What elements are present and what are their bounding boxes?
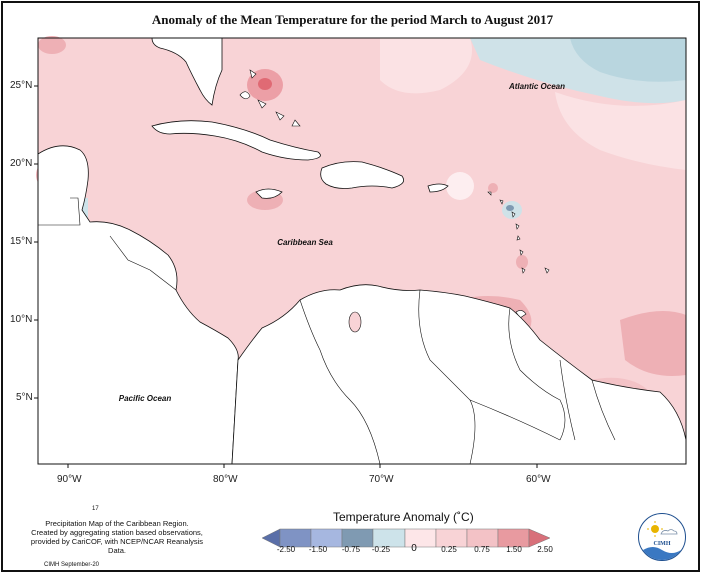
legend-tick-label: 0.25 [441,545,457,554]
legend-colorbar [261,528,551,548]
lat-label-25n: 25°N [10,80,33,91]
warm-anomaly-spot [516,255,528,269]
lon-ticks [67,464,538,468]
atlantic-ocean-label: Atlantic Ocean [508,82,565,91]
light-anomaly-area [446,172,474,200]
light-anomaly-area [380,38,472,94]
light-anomaly-area [555,92,686,170]
sun-icon [651,525,659,533]
cool-anomaly-core [506,205,514,211]
cloud-icon [660,529,678,535]
legend-swatch [404,528,437,548]
land-florida [151,37,223,106]
lat-label-10n: 10°N [10,314,33,325]
pacific-ocean-label: Pacific Ocean [119,394,172,403]
legend-tick-label: 0 [411,543,417,554]
land-puerto-rico [427,183,449,193]
credit-text: CIMH September-20 [44,562,100,568]
legend-tick-label: 1.50 [506,545,522,554]
cool-anomaly-core [570,38,686,82]
legend-tick-label: -2.50 [276,545,296,554]
cimh-logo-graphic [643,521,681,560]
legend-tick-label: -1.50 [308,545,328,554]
lon-label-60w: 60°W [526,474,551,485]
note-line: Precipitation Map of the Caribbean Regio… [45,519,189,528]
note-line: Created by aggregating station based obs… [31,528,203,537]
land-cuba [151,120,321,161]
lat-ticks [34,85,38,399]
land-hispaniola [320,161,405,189]
legend-tick-label: 2.50 [537,545,553,554]
caribbean-sea-label: Caribbean Sea [277,238,333,247]
land-jamaica [255,188,283,199]
lat-label-15n: 15°N [10,236,33,247]
lake-maracaibo [348,311,362,333]
land-bahamas [239,69,301,127]
land-central-america [37,145,239,465]
legend-swatch [528,528,551,548]
wave-icon [643,547,681,560]
logo-text: CIMH [653,541,671,547]
page-number: 17 [92,506,99,512]
map-title: Anomaly of the Mean Temperature for the … [151,12,554,27]
cimh-logo: CIMH [638,513,686,561]
warm-anomaly-core [258,78,272,90]
land-lesser-antilles [487,191,550,319]
lon-label-80w: 80°W [213,474,238,485]
legend-title: Temperature Anomaly (˚C) [333,510,474,524]
map-description-note: Precipitation Map of the Caribbean Regio… [22,519,212,555]
legend-tick-label: 0.75 [474,545,490,554]
legend-tick-label: -0.25 [371,545,391,554]
lon-label-90w: 90°W [57,474,82,485]
lat-label-5n: 5°N [16,392,33,403]
warm-anomaly-area [620,311,686,376]
country-borders [38,197,616,465]
warm-anomaly-spot [488,183,498,193]
warm-anomaly-spot [38,36,66,54]
lon-label-70w: 70°W [369,474,394,485]
note-line: provided by CariCOF, with NCEP/NCAR Rean… [30,537,204,555]
plot-border [37,37,687,465]
lat-label-20n: 20°N [10,158,33,169]
legend-tick-label: -0.75 [341,545,361,554]
